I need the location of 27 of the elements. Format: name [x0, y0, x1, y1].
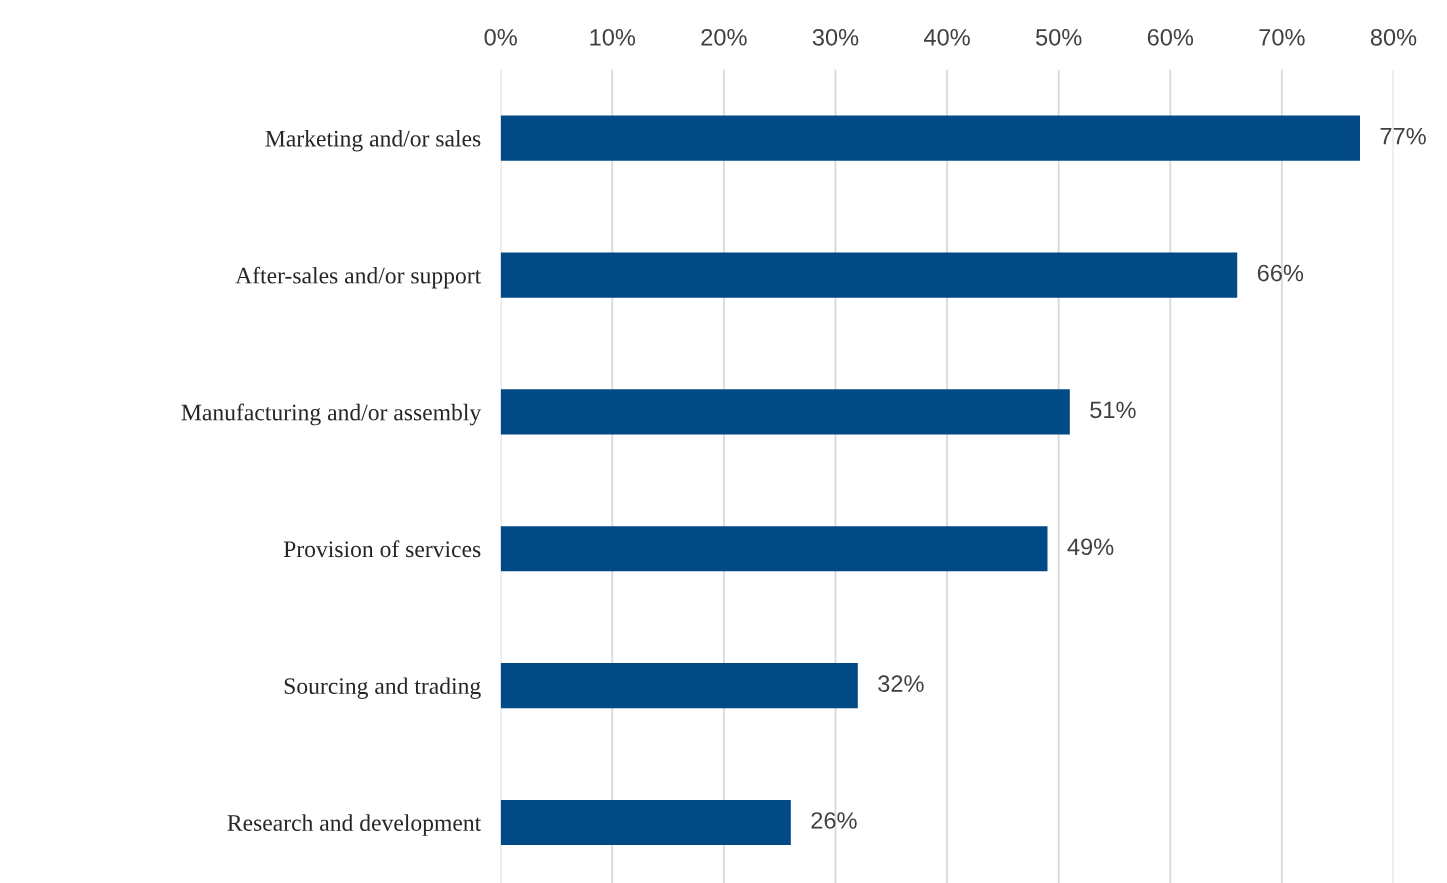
y-tick-label: Manufacturing and/or assembly [181, 403, 482, 426]
data-label: 26% [811, 812, 857, 829]
x-tick-label: 40% [923, 28, 970, 46]
x-tick-label: 20% [701, 28, 747, 46]
bar [500, 252, 1238, 298]
y-tick-label: Marketing and/or sales [265, 130, 481, 152]
data-label: 66% [1257, 264, 1304, 282]
data-label: 49% [1067, 538, 1114, 556]
x-tick-label: 0% [484, 28, 517, 46]
bar [500, 115, 1360, 161]
y-tick-label: Provision of services [283, 540, 481, 558]
bar [500, 526, 1048, 572]
x-tick-label: 60% [1147, 28, 1194, 46]
x-tick-label: 50% [1035, 28, 1082, 46]
y-tick-label: Sourcing and trading [284, 677, 481, 699]
data-label: 32% [878, 675, 924, 692]
bar [500, 389, 1070, 435]
x-tick-label: 10% [590, 28, 636, 46]
bar [500, 663, 858, 709]
x-tick-label: 70% [1259, 28, 1305, 46]
y-tick-label: After-sales and/or support [235, 266, 482, 289]
x-tick-label: 30% [812, 28, 859, 46]
bar [500, 799, 791, 846]
data-label: 51% [1090, 401, 1136, 419]
y-tick-label: Research and development [227, 814, 482, 836]
data-label: 77% [1380, 127, 1426, 145]
x-tick-label: 80% [1370, 28, 1417, 46]
